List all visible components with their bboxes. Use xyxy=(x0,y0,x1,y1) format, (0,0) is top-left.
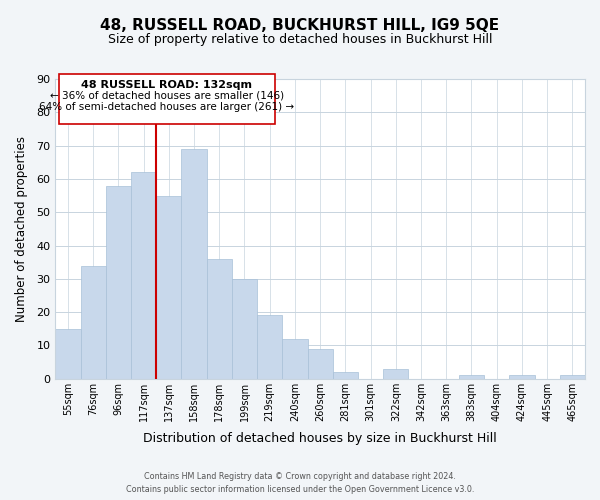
Text: 48 RUSSELL ROAD: 132sqm: 48 RUSSELL ROAD: 132sqm xyxy=(82,80,253,90)
Bar xyxy=(560,376,585,378)
Bar xyxy=(283,339,308,378)
Bar xyxy=(383,368,409,378)
Text: Contains public sector information licensed under the Open Government Licence v3: Contains public sector information licen… xyxy=(126,485,474,494)
Bar xyxy=(333,372,358,378)
Bar xyxy=(509,376,535,378)
FancyBboxPatch shape xyxy=(59,74,275,124)
Bar xyxy=(80,266,106,378)
Text: Size of property relative to detached houses in Buckhurst Hill: Size of property relative to detached ho… xyxy=(108,32,492,46)
Bar xyxy=(181,149,206,378)
Bar xyxy=(106,186,131,378)
Bar xyxy=(55,329,80,378)
Text: 64% of semi-detached houses are larger (261) →: 64% of semi-detached houses are larger (… xyxy=(40,102,295,112)
Bar xyxy=(232,279,257,378)
Y-axis label: Number of detached properties: Number of detached properties xyxy=(15,136,28,322)
X-axis label: Distribution of detached houses by size in Buckhurst Hill: Distribution of detached houses by size … xyxy=(143,432,497,445)
Text: Contains HM Land Registry data © Crown copyright and database right 2024.: Contains HM Land Registry data © Crown c… xyxy=(144,472,456,481)
Text: ← 36% of detached houses are smaller (146): ← 36% of detached houses are smaller (14… xyxy=(50,90,284,101)
Bar xyxy=(459,376,484,378)
Bar xyxy=(131,172,156,378)
Bar xyxy=(206,259,232,378)
Bar xyxy=(156,196,181,378)
Text: 48, RUSSELL ROAD, BUCKHURST HILL, IG9 5QE: 48, RUSSELL ROAD, BUCKHURST HILL, IG9 5Q… xyxy=(100,18,500,32)
Bar xyxy=(257,316,283,378)
Bar xyxy=(308,349,333,378)
